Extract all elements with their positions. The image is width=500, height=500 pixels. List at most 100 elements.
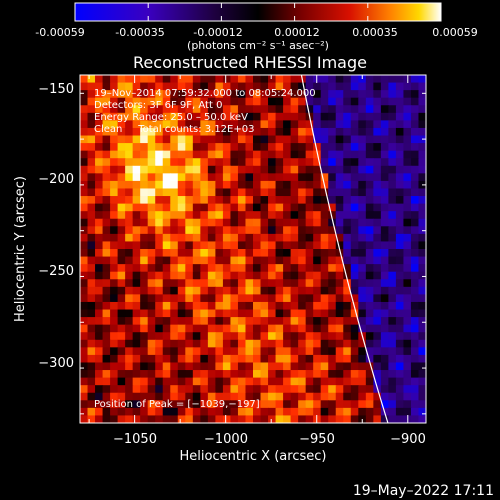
- heatmap-cell: [207, 294, 216, 303]
- heatmap-cell: [320, 362, 329, 371]
- heatmap-cell: [335, 324, 344, 333]
- heatmap-cell: [102, 143, 111, 152]
- heatmap-cell: [298, 377, 307, 386]
- heatmap-cell: [140, 180, 149, 190]
- heatmap-cell: [283, 392, 292, 401]
- heatmap-cell: [110, 256, 119, 265]
- heatmap-cell: [275, 256, 284, 265]
- heatmap-cell: [268, 90, 277, 99]
- heatmap-cell: [155, 279, 164, 288]
- heatmap-cell: [110, 97, 119, 106]
- heatmap-cell: [125, 354, 134, 364]
- heatmap-cell: [230, 415, 239, 423]
- heatmap-cell: [373, 203, 382, 212]
- heatmap-cell: [260, 127, 269, 137]
- heatmap-cell: [185, 226, 194, 235]
- heatmap-cell: [177, 407, 186, 417]
- heatmap-cell: [155, 203, 164, 212]
- heatmap-cell: [410, 211, 420, 220]
- heatmap-cell: [313, 377, 322, 386]
- heatmap-cell: [403, 180, 412, 190]
- heatmap-cell: [290, 271, 299, 280]
- heatmap-cell: [313, 218, 322, 227]
- heatmap-cell: [320, 392, 329, 401]
- heatmap-cell: [230, 105, 239, 114]
- heatmap-cell: [215, 286, 224, 295]
- heatmap-cell: [268, 332, 277, 341]
- heatmap-cell: [395, 105, 405, 114]
- heatmap-cell: [290, 400, 299, 409]
- heatmap-cell: [215, 97, 224, 106]
- heatmap-cell: [395, 256, 405, 265]
- heatmap-cell: [290, 317, 299, 326]
- heatmap-cell: [395, 143, 405, 152]
- heatmap-cell: [403, 294, 412, 303]
- heatmap-cell: [403, 127, 412, 137]
- heatmap-cell: [388, 279, 397, 288]
- heatmap-cell: [335, 286, 344, 295]
- heatmap-cell: [80, 165, 89, 174]
- heatmap-cell: [275, 286, 284, 295]
- heatmap-cell: [192, 377, 201, 386]
- heatmap-cell: [358, 362, 367, 371]
- heatmap-cell: [215, 301, 224, 311]
- heatmap-cell: [162, 90, 171, 99]
- heatmap-cell: [207, 188, 216, 197]
- heatmap-cell: [305, 180, 314, 190]
- heatmap-cell: [275, 173, 284, 182]
- heatmap-cell: [140, 294, 149, 303]
- heatmap-cell: [410, 105, 420, 114]
- heatmap-cell: [380, 309, 389, 318]
- heatmap-cell: [215, 354, 224, 364]
- heatmap-cell: [260, 90, 269, 99]
- heatmap-cell: [230, 127, 239, 137]
- heatmap-cell: [365, 97, 374, 106]
- heatmap-cell: [162, 377, 171, 386]
- heatmap-cell: [87, 279, 96, 288]
- heatmap-cell: [192, 339, 201, 348]
- heatmap-cell: [395, 120, 405, 129]
- heatmap-cell: [147, 407, 156, 417]
- heatmap-cell: [350, 226, 359, 235]
- heatmap-cell: [395, 75, 405, 84]
- heatmap-cell: [125, 218, 134, 227]
- heatmap-cell: [418, 415, 426, 423]
- heatmap-cell: [328, 241, 337, 250]
- heatmap-cell: [185, 370, 194, 379]
- heatmap-cell: [343, 188, 352, 197]
- heatmap-cell: [222, 317, 232, 326]
- heatmap-cell: [395, 324, 405, 333]
- heatmap-cell: [80, 332, 89, 341]
- heatmap-cell: [155, 158, 164, 167]
- heatmap-cell: [222, 286, 232, 295]
- heatmap-cell: [162, 339, 171, 348]
- heatmap-cell: [388, 165, 397, 174]
- heatmap-cell: [253, 188, 262, 197]
- heatmap-cell: [418, 279, 426, 288]
- heatmap-cell: [192, 158, 201, 167]
- heatmap-cell: [328, 218, 337, 227]
- heatmap-cell: [185, 332, 194, 341]
- heatmap-cell: [110, 241, 119, 250]
- heatmap-cell: [147, 309, 156, 318]
- heatmap-cell: [207, 362, 216, 371]
- heatmap-cell: [403, 241, 412, 250]
- heatmap-cell: [80, 233, 89, 243]
- heatmap-cell: [155, 82, 164, 91]
- heatmap-cell: [388, 407, 397, 417]
- heatmap-cell: [102, 150, 111, 159]
- heatmap-cell: [305, 377, 314, 386]
- heatmap-cell: [388, 143, 397, 152]
- heatmap-cell: [320, 226, 329, 235]
- heatmap-cell: [373, 158, 382, 167]
- heatmap-cell: [275, 188, 284, 197]
- heatmap-cell: [192, 309, 201, 318]
- heatmap-cell: [170, 324, 179, 333]
- heatmap-cell: [298, 256, 307, 265]
- heatmap-cell: [418, 332, 426, 341]
- heatmap-cell: [253, 143, 262, 152]
- heatmap-cell: [410, 82, 420, 91]
- heatmap-cell: [313, 332, 322, 341]
- heatmap-cell: [162, 241, 171, 250]
- heatmap-cell: [328, 188, 337, 197]
